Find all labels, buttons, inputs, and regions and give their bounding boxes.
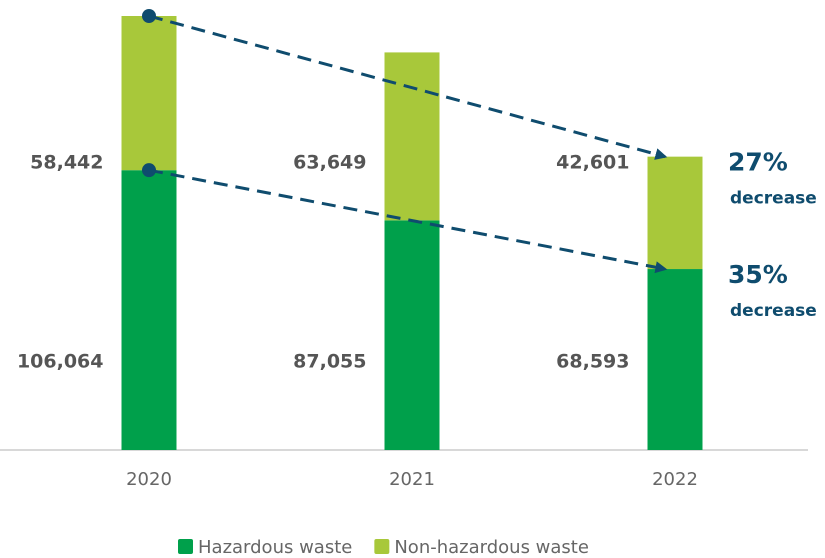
x-tick-label: 2020 xyxy=(126,469,172,490)
annotation-text: decrease xyxy=(730,189,817,209)
value-label: 63,649 xyxy=(293,152,366,174)
x-tick-label: 2021 xyxy=(389,469,435,490)
value-label: 68,593 xyxy=(556,351,629,373)
value-label: 58,442 xyxy=(30,152,103,174)
bar-segment xyxy=(647,156,703,270)
bar-segment xyxy=(384,220,440,450)
legend-swatch xyxy=(374,539,390,554)
annotation-text: decrease xyxy=(730,301,817,321)
annotation-value: 27% xyxy=(728,148,788,177)
legend-label: Hazardous waste xyxy=(198,537,352,558)
trend-dot xyxy=(142,9,156,23)
x-tick-label: 2022 xyxy=(652,469,698,490)
value-label: 106,064 xyxy=(17,351,104,373)
bar-segment xyxy=(384,52,440,221)
annotation-value: 35% xyxy=(728,260,788,289)
legend-label: Non-hazardous waste xyxy=(394,537,589,558)
legend-swatch xyxy=(178,539,193,554)
bar-segment xyxy=(647,269,703,450)
value-label: 42,601 xyxy=(556,152,629,174)
trend-arrow xyxy=(148,14,668,160)
value-label: 87,055 xyxy=(293,351,366,373)
bar-segment xyxy=(121,16,177,171)
trend-dot xyxy=(142,163,156,178)
bar-segment xyxy=(121,170,177,451)
